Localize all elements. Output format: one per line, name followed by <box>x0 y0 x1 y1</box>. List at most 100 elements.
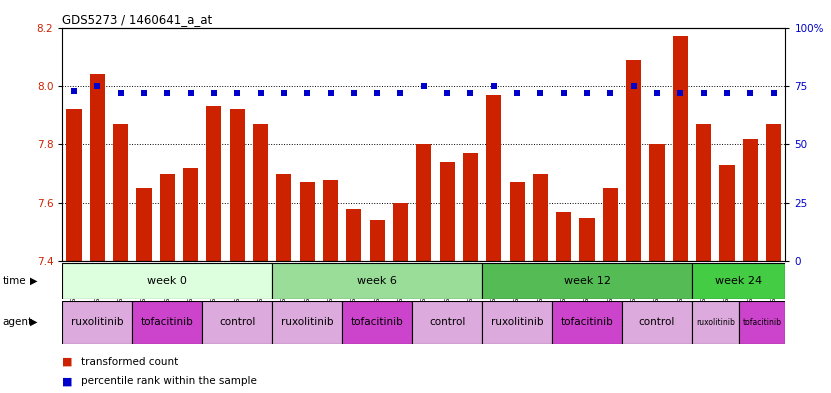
Bar <box>556 212 572 261</box>
Bar <box>273 263 482 299</box>
Bar <box>206 107 222 261</box>
Text: control: control <box>219 317 255 327</box>
Bar <box>229 109 245 261</box>
Bar <box>62 301 132 344</box>
Bar <box>482 301 552 344</box>
Text: ruxolitinib: ruxolitinib <box>491 317 543 327</box>
Text: tofacitinib: tofacitinib <box>141 317 194 327</box>
Bar <box>323 180 338 261</box>
Text: ruxolitinib: ruxolitinib <box>71 317 124 327</box>
Text: percentile rank within the sample: percentile rank within the sample <box>81 376 257 386</box>
Point <box>230 90 243 96</box>
Point <box>371 90 384 96</box>
Bar <box>482 263 692 299</box>
Point <box>184 90 197 96</box>
Text: GDS5273 / 1460641_a_at: GDS5273 / 1460641_a_at <box>62 13 213 26</box>
Text: tofacitinib: tofacitinib <box>561 317 613 327</box>
Bar <box>183 168 198 261</box>
Text: ruxolitinib: ruxolitinib <box>281 317 333 327</box>
Bar <box>720 165 735 261</box>
Point <box>557 90 570 96</box>
Point <box>534 90 547 96</box>
Point <box>651 90 664 96</box>
Bar <box>370 220 385 261</box>
Bar <box>342 301 412 344</box>
Text: week 24: week 24 <box>715 276 762 286</box>
Bar <box>739 301 785 344</box>
Bar <box>579 217 595 261</box>
Point <box>744 90 757 96</box>
Bar <box>692 263 785 299</box>
Point <box>347 90 361 96</box>
Text: ▶: ▶ <box>30 276 37 286</box>
Point <box>91 83 104 89</box>
Bar <box>622 301 692 344</box>
Bar <box>602 188 618 261</box>
Text: ■: ■ <box>62 376 73 386</box>
Bar <box>650 145 665 261</box>
Point <box>720 90 734 96</box>
Bar <box>347 209 361 261</box>
Bar <box>273 301 342 344</box>
Point <box>440 90 454 96</box>
Point <box>67 88 81 94</box>
Bar <box>160 174 175 261</box>
Bar <box>673 36 688 261</box>
Text: control: control <box>639 317 676 327</box>
Bar <box>66 109 81 261</box>
Point <box>604 90 617 96</box>
Bar <box>416 145 431 261</box>
Point <box>464 90 477 96</box>
Bar <box>440 162 455 261</box>
Point <box>324 90 337 96</box>
Bar <box>552 301 622 344</box>
Text: ▶: ▶ <box>30 317 37 327</box>
Bar <box>509 182 524 261</box>
Bar <box>253 124 268 261</box>
Point <box>254 90 268 96</box>
Bar <box>62 263 273 299</box>
Bar <box>132 301 202 344</box>
Bar <box>533 174 548 261</box>
Bar <box>276 174 292 261</box>
Point <box>114 90 127 96</box>
Text: control: control <box>429 317 465 327</box>
Text: agent: agent <box>2 317 32 327</box>
Bar <box>300 182 315 261</box>
Point <box>207 90 220 96</box>
Bar <box>90 74 105 261</box>
Text: week 12: week 12 <box>563 276 611 286</box>
Point <box>278 90 291 96</box>
Bar <box>743 139 758 261</box>
Point <box>394 90 407 96</box>
Text: transformed count: transformed count <box>81 356 178 367</box>
Bar <box>412 301 482 344</box>
Bar <box>136 188 151 261</box>
Point <box>487 83 500 89</box>
Point <box>627 83 641 89</box>
Point <box>580 90 593 96</box>
Bar <box>766 124 781 261</box>
Bar <box>692 301 739 344</box>
Point <box>510 90 524 96</box>
Point <box>697 90 711 96</box>
Point <box>417 83 430 89</box>
Text: ■: ■ <box>62 356 73 367</box>
Text: tofacitinib: tofacitinib <box>742 318 781 327</box>
Point <box>301 90 314 96</box>
Bar <box>626 60 642 261</box>
Bar <box>463 153 478 261</box>
Text: week 0: week 0 <box>147 276 187 286</box>
Text: tofacitinib: tofacitinib <box>351 317 404 327</box>
Text: week 6: week 6 <box>357 276 397 286</box>
Point <box>767 90 780 96</box>
Point <box>674 90 687 96</box>
Bar <box>696 124 711 261</box>
Bar <box>202 301 273 344</box>
Bar <box>113 124 128 261</box>
Bar <box>393 203 408 261</box>
Text: ruxolitinib: ruxolitinib <box>696 318 735 327</box>
Text: time: time <box>2 276 26 286</box>
Point <box>137 90 150 96</box>
Bar <box>486 95 501 261</box>
